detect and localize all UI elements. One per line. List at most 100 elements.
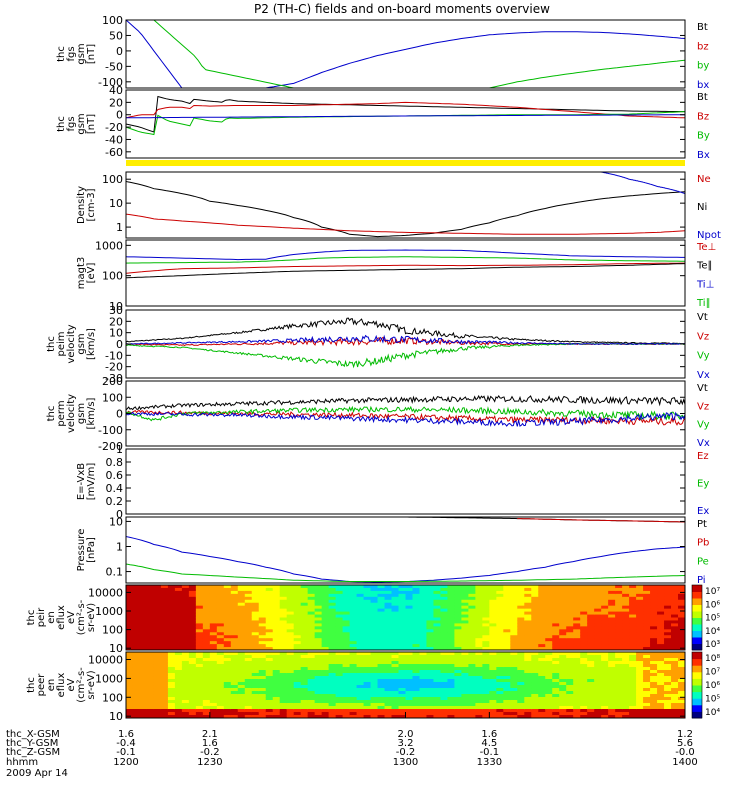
y-axis-label: thc fgs gsm [nT] <box>56 43 97 64</box>
heatmap-cell <box>447 712 456 716</box>
heatmap-cell <box>167 614 176 619</box>
heatmap-cell <box>517 623 525 627</box>
heatmap-cell <box>321 703 330 707</box>
heatmap-cell <box>489 700 497 704</box>
heatmap-cell <box>643 703 651 707</box>
y-tick-label: 1 <box>116 540 123 553</box>
x-row-value: 1.6 <box>481 729 497 740</box>
heatmap-cell <box>244 641 253 645</box>
colorbar-label: 10⁶ <box>705 681 720 691</box>
heatmap-cell <box>426 641 435 645</box>
heatmap-cell <box>489 658 497 662</box>
heatmap-cell <box>398 652 407 656</box>
heatmap-cell <box>664 715 672 718</box>
heatmap-cell <box>321 638 330 642</box>
heatmap-cell <box>160 608 169 613</box>
heatmap-cell <box>580 664 588 668</box>
heatmap-cell <box>643 626 651 630</box>
heatmap-cell <box>265 644 274 648</box>
heatmap-cell <box>622 626 630 630</box>
heatmap-cell <box>126 709 134 713</box>
heatmap-cell <box>153 632 162 636</box>
heatmap-cell <box>517 664 525 668</box>
heatmap-cell <box>622 620 630 624</box>
heatmap-cell <box>223 703 232 707</box>
heatmap-cell <box>482 673 490 677</box>
heatmap-cell <box>643 700 651 704</box>
heatmap-cell <box>538 703 546 707</box>
heatmap-cell <box>419 673 428 677</box>
heatmap-cell <box>461 593 469 598</box>
heatmap-cell <box>328 664 337 668</box>
heatmap-cell <box>279 706 288 710</box>
heatmap-cell <box>454 620 462 624</box>
heatmap-cell <box>629 647 637 650</box>
heatmap-cell <box>580 647 588 650</box>
heatmap-cell <box>671 694 679 698</box>
heatmap-cell <box>517 596 525 601</box>
heatmap-cell <box>202 623 211 627</box>
heatmap-cell <box>468 596 476 601</box>
heatmap-cell <box>258 605 267 610</box>
heatmap-cell <box>622 611 630 616</box>
heatmap-cell <box>335 593 344 598</box>
heatmap-cell <box>174 632 183 636</box>
heatmap-cell <box>272 700 281 704</box>
heatmap-cell <box>650 706 658 710</box>
heatmap-cell <box>342 614 351 619</box>
heatmap-cell <box>615 658 623 662</box>
heatmap-cell <box>650 632 658 636</box>
heatmap-cell <box>594 697 602 701</box>
heatmap-cell <box>202 664 211 668</box>
heatmap-cell <box>181 599 190 604</box>
heatmap-cell <box>216 585 225 589</box>
heatmap-cell <box>300 670 309 674</box>
heatmap-cell <box>321 715 330 718</box>
heatmap-cell <box>188 585 197 589</box>
heatmap-cell <box>482 694 490 698</box>
heatmap-cell <box>370 602 379 607</box>
heatmap-cell <box>321 605 330 610</box>
heatmap-cell <box>160 635 169 639</box>
heatmap-cell <box>153 638 162 642</box>
heatmap-cell <box>328 590 337 595</box>
heatmap-cell <box>433 703 442 707</box>
heatmap-cell <box>223 667 232 671</box>
heatmap-cell <box>237 652 246 656</box>
heatmap-cell <box>391 664 400 668</box>
colorbar-step <box>692 591 702 599</box>
heatmap-cell <box>566 712 574 716</box>
heatmap-cell <box>251 694 260 698</box>
heatmap-cell <box>531 655 539 659</box>
heatmap-cell <box>601 652 609 656</box>
heatmap-cell <box>244 703 253 707</box>
legend-entry: Pt <box>697 519 707 530</box>
heatmap-cell <box>440 664 449 668</box>
colorbar-step <box>692 652 702 660</box>
heatmap-cell <box>195 685 204 689</box>
heatmap-cell <box>629 667 637 671</box>
heatmap-cell <box>545 617 553 622</box>
heatmap-cell <box>454 644 462 648</box>
heatmap-cell <box>244 673 253 677</box>
heatmap-cell <box>237 605 246 610</box>
heatmap-cell <box>356 605 365 610</box>
heatmap-cell <box>566 614 574 619</box>
heatmap-cell <box>209 641 218 645</box>
heatmap-cell <box>258 676 267 680</box>
heatmap-cell <box>405 605 414 610</box>
colorbar-step <box>692 685 702 693</box>
heatmap-cell <box>265 602 274 607</box>
heatmap-cell <box>286 647 295 650</box>
heatmap-cell <box>209 617 218 622</box>
heatmap-cell <box>594 608 602 613</box>
y-tick-label: 0.2 <box>106 495 124 508</box>
heatmap-cell <box>405 599 414 604</box>
heatmap-cell <box>678 652 685 656</box>
series-line-Npot <box>601 172 685 195</box>
heatmap-cell <box>559 635 567 639</box>
heatmap-cell <box>286 676 295 680</box>
heatmap-cell <box>566 700 574 704</box>
heatmap-cell <box>349 605 358 610</box>
colorbar-label: 10⁵ <box>705 614 720 624</box>
